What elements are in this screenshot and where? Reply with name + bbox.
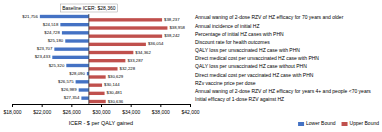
bar <box>89 51 134 54</box>
tick-mark <box>71 104 72 107</box>
legend: Lower Bound Upper Bound <box>298 120 379 126</box>
category-label: Initial efficacy of 1-dose RZV against H… <box>195 96 284 102</box>
series <box>89 18 168 103</box>
bar <box>76 80 89 83</box>
data-labels: $21,756 $24,518 $24,728 $25,180 $23,707 $23,4… <box>22 14 185 104</box>
legend-item: Lower Bound <box>298 120 336 126</box>
tick-label: $34,000 <box>122 109 140 115</box>
plot-area <box>40 14 168 104</box>
category-label: Annual waning of 2-dose RZV of HZ effica… <box>195 88 371 94</box>
data-label: $30,636 <box>108 99 124 104</box>
data-label: $33,287 <box>127 58 143 63</box>
category-label: QALY loss per unvaccinated HZ case with … <box>195 47 300 53</box>
tick-label: $30,000 <box>92 109 110 115</box>
bar <box>89 92 105 95</box>
legend-label: Upper Bound <box>350 120 380 126</box>
title: Baseline ICER: $28,360 <box>62 5 116 11</box>
data-label: $38,237 <box>164 17 180 22</box>
tick-mark <box>42 104 43 107</box>
tick-mark <box>101 104 102 107</box>
tick-label: $18,000 <box>3 109 21 115</box>
data-label: $24,728 <box>44 30 60 35</box>
legend-swatch <box>342 122 348 126</box>
data-label: $38,958 <box>169 25 185 30</box>
bar <box>89 18 162 21</box>
category-label: Percentage of initial HZ cases with PHN <box>195 31 284 37</box>
bar <box>79 88 89 91</box>
tick-label: $42,000 <box>181 109 199 115</box>
data-label: $25,180 <box>48 38 64 43</box>
bar <box>65 39 89 42</box>
legend-label: Lower Bound <box>306 120 336 126</box>
tick: $42,000 <box>181 104 199 115</box>
bar <box>89 43 146 46</box>
x-axis-title: ICER - $ per QALY gained <box>69 120 133 126</box>
legend-swatch <box>298 122 304 126</box>
data-label: $23,433 <box>35 54 51 59</box>
data-label: $26,989 <box>61 87 77 92</box>
data-label: $23,707 <box>37 46 53 51</box>
bar <box>62 31 89 34</box>
chart: $18,000 $22,000 $26,000 $30,000 $34,000 $38,0… <box>0 0 382 132</box>
tick-mark <box>160 104 161 107</box>
bar <box>60 23 88 26</box>
bar <box>89 84 102 87</box>
legend-item: Upper Bound <box>342 120 380 126</box>
title-group: Baseline ICER: $28,360 <box>61 4 118 12</box>
category-label: RZv vaccine price per dose <box>195 80 256 86</box>
category-label: Annual waning of 2-dose RZV of HZ effica… <box>195 14 344 20</box>
category-label: Annual incidence of initial HZ <box>195 23 259 29</box>
tick: $18,000 <box>3 104 21 115</box>
bar <box>89 75 106 78</box>
axis-line <box>13 105 191 108</box>
bar <box>52 56 89 59</box>
data-label: $26,575 <box>58 79 74 84</box>
data-label: $36,054 <box>148 41 164 46</box>
data-label: $34,362 <box>135 50 151 55</box>
tick-label: $22,000 <box>33 109 51 115</box>
data-label: $28,090 <box>69 71 85 76</box>
tick: $38,000 <box>152 104 170 115</box>
bar <box>66 64 89 67</box>
baseline-line <box>88 14 89 104</box>
tick-mark <box>12 104 13 107</box>
x-axis: $18,000 $22,000 $26,000 $30,000 $34,000 $38,0… <box>3 104 199 115</box>
data-label: $30,481 <box>107 90 123 95</box>
data-label: $21,756 <box>22 14 38 19</box>
tick-mark <box>190 104 191 107</box>
tick-label: $26,000 <box>63 109 81 115</box>
category-labels: Annual waning of 2-dose RZV of HZ effica… <box>195 14 371 102</box>
tick: $30,000 <box>92 104 110 115</box>
data-label: $27,354 <box>64 95 80 100</box>
tick: $22,000 <box>33 104 51 115</box>
bar <box>89 26 168 29</box>
data-label: $25,320 <box>49 63 65 68</box>
data-label: $38,242 <box>164 33 180 38</box>
bar <box>54 47 89 50</box>
category-label: Discount rate for health outcomes <box>195 39 270 45</box>
bar <box>89 67 118 70</box>
category-label: QALY loss per unvaccinated HZ case witho… <box>195 63 307 69</box>
category-label: Direct medical cost per unvaccinated HZ … <box>195 55 319 61</box>
tick-label: $38,000 <box>152 109 170 115</box>
data-label: $24,518 <box>43 22 59 27</box>
bar <box>89 100 106 103</box>
tick-mark <box>131 104 132 107</box>
bar <box>81 96 88 99</box>
tick: $26,000 <box>63 104 81 115</box>
bar <box>89 59 126 62</box>
tick: $34,000 <box>122 104 140 115</box>
bar <box>89 34 162 37</box>
data-label: $32,228 <box>120 66 136 71</box>
title-box <box>61 4 118 12</box>
category-label: Direct medical cost per vaccinated HZ ca… <box>195 72 314 78</box>
data-label: $30,144 <box>104 82 120 87</box>
data-label: $30,629 <box>108 74 124 79</box>
bar <box>40 15 89 18</box>
